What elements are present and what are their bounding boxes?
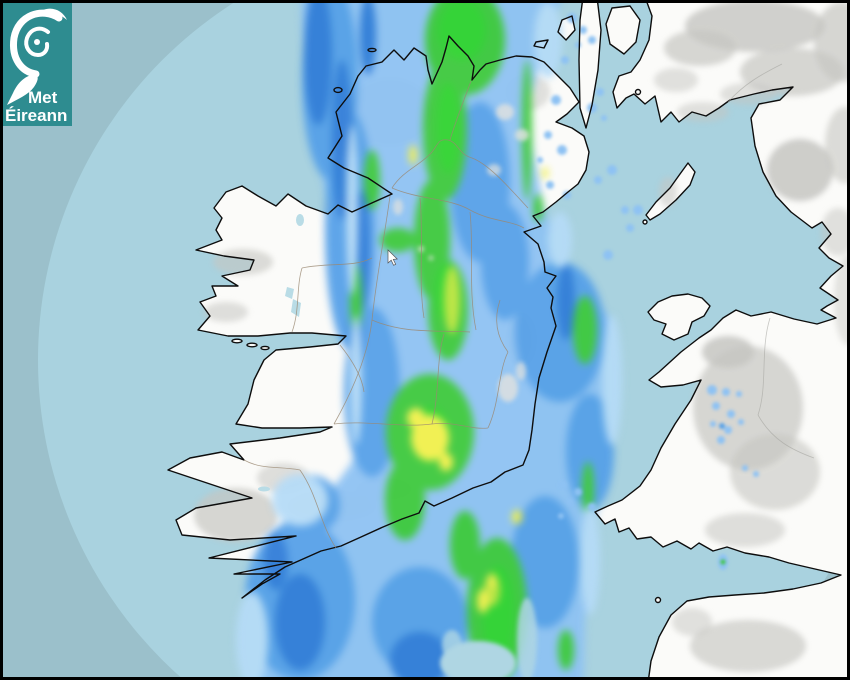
lake-corrib [291,299,301,317]
met-eireann-logo: Met Éireann [2,2,72,126]
logo-text-met: Met [28,88,58,107]
lake-killarney [258,486,270,492]
lakes-layer [258,214,304,492]
cyclone-spiral-icon [7,8,67,105]
lake-mask [285,287,294,299]
logo-text-eireann: Éireann [5,106,67,125]
mouse-cursor [387,249,398,266]
county-borders-layer [243,63,815,549]
no-echo-layer [393,104,537,680]
scattered-showers-layer [537,13,759,570]
rain-overlay [236,0,622,680]
lake-conn [296,214,304,226]
logo-background [2,2,72,126]
